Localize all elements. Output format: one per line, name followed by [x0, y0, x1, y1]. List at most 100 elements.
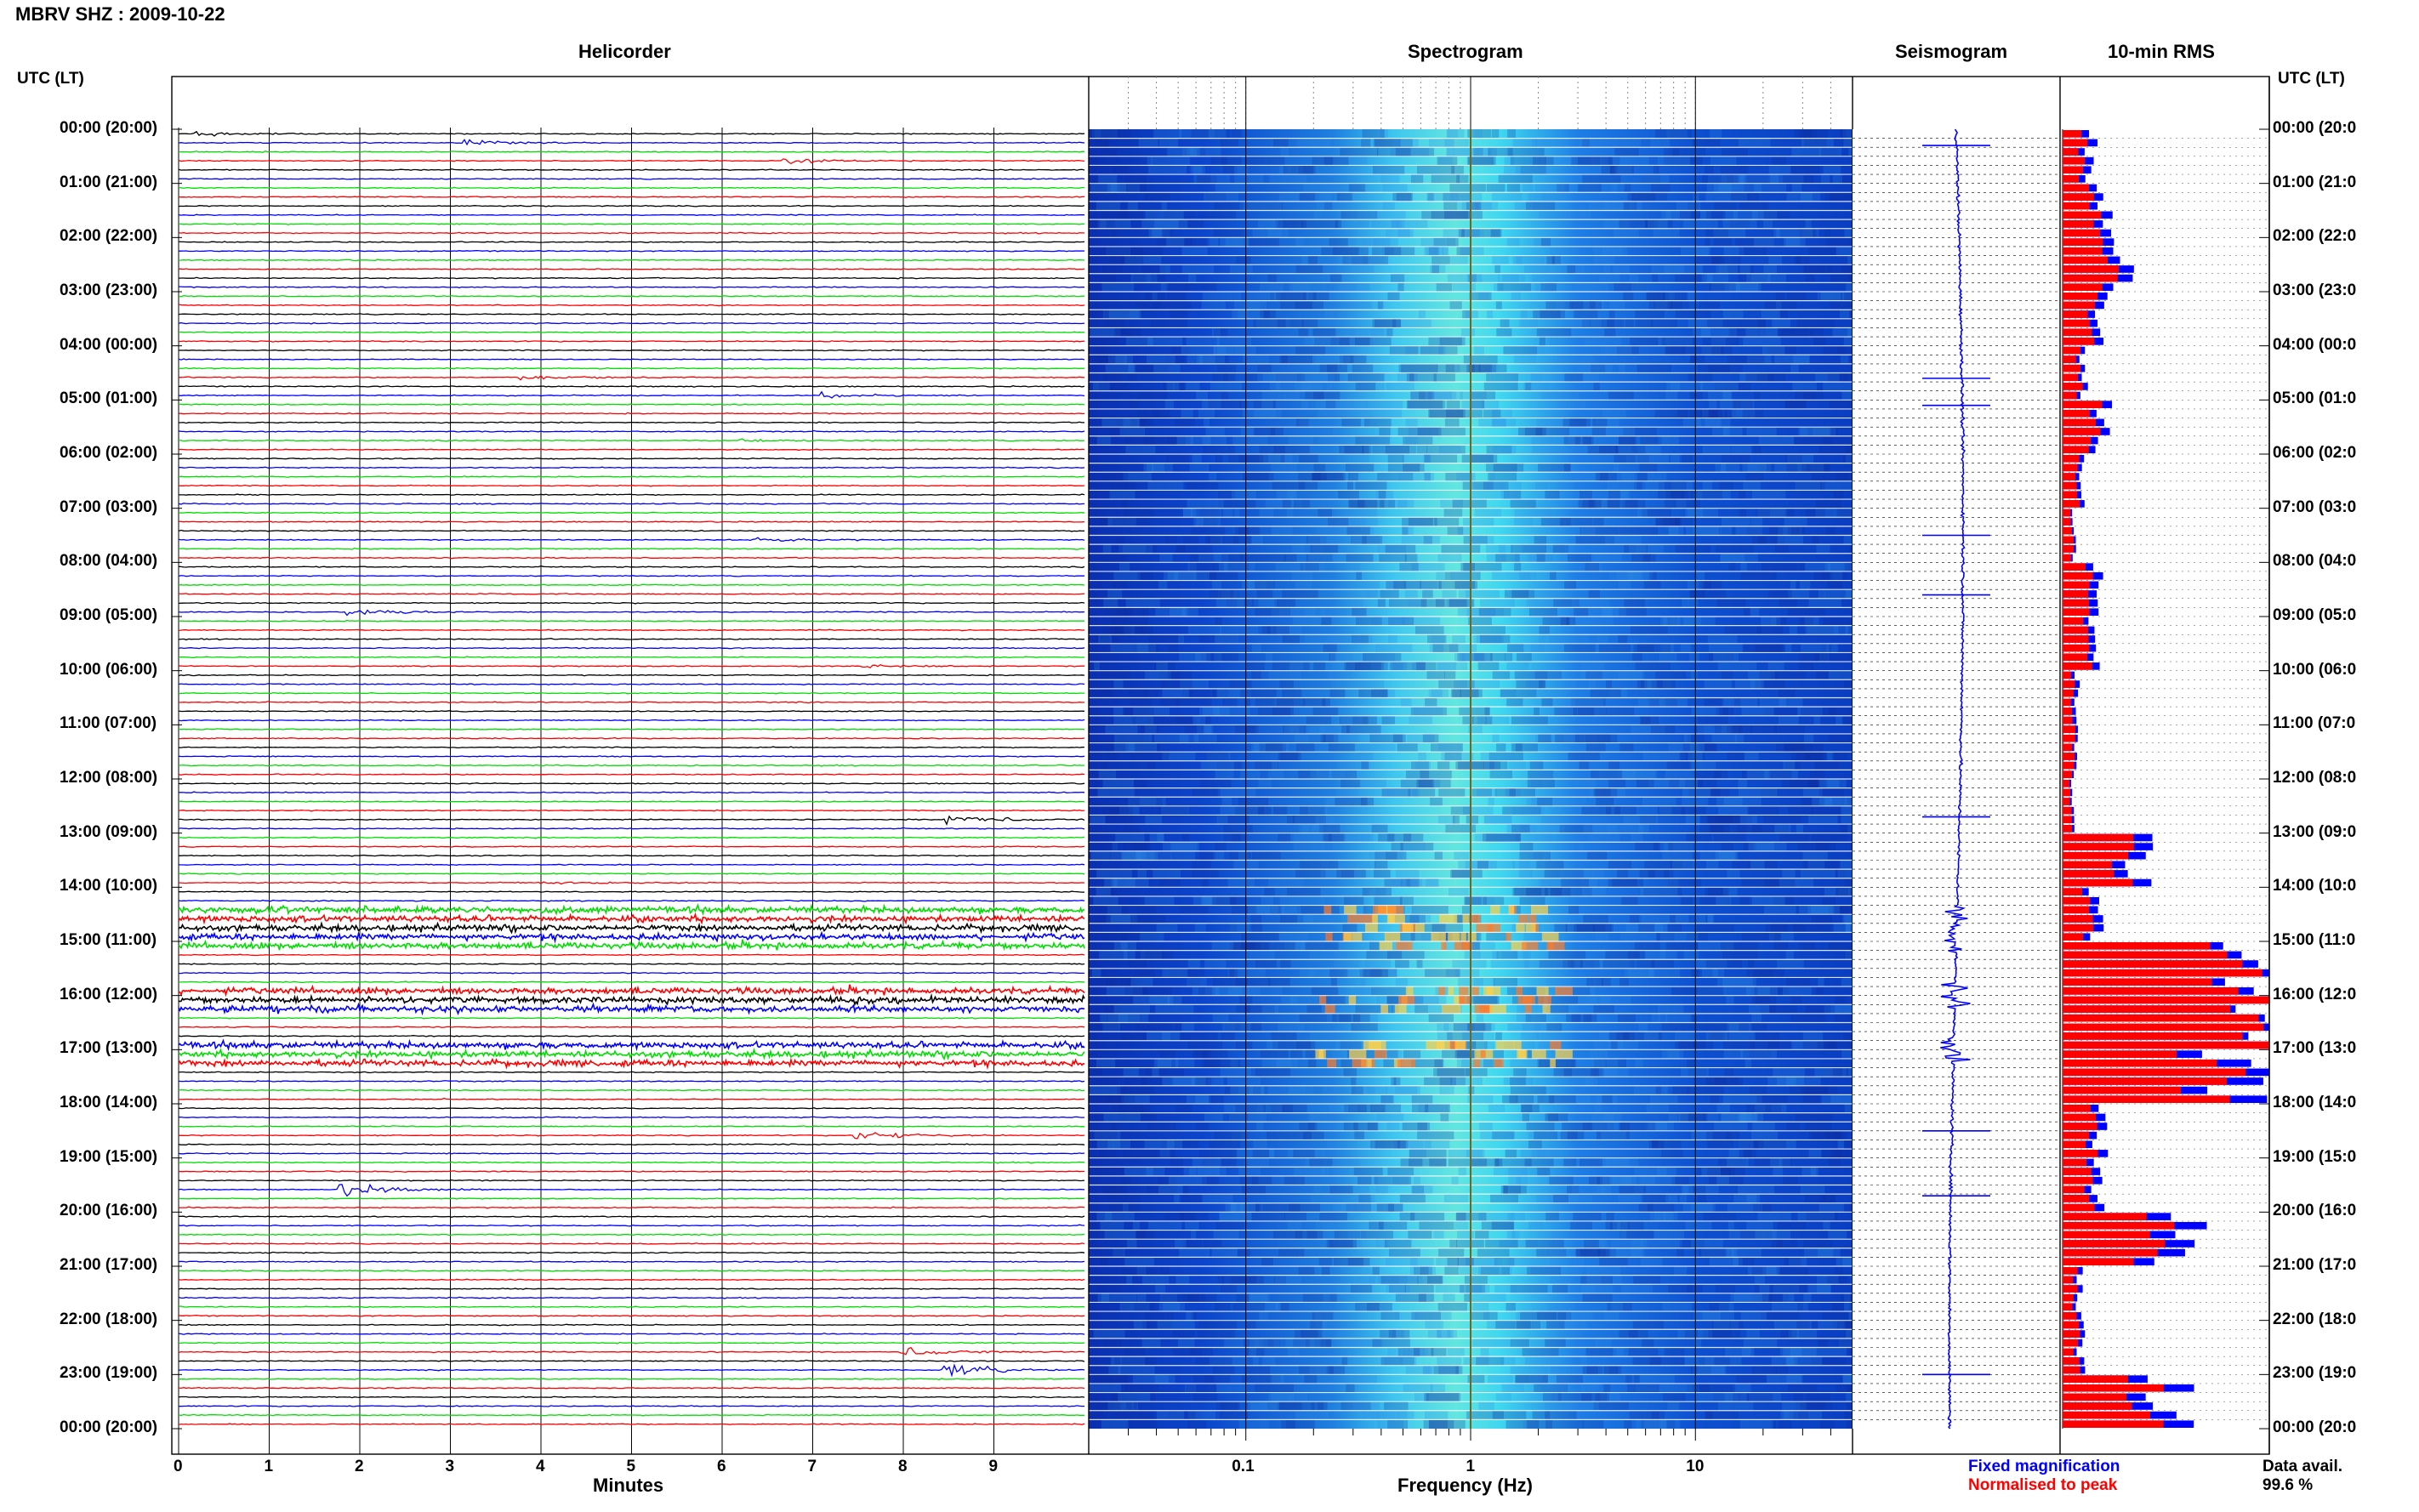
spectrogram-texture: [1332, 1004, 1355, 1014]
spectrogram-texture: [1215, 634, 1238, 644]
spectrogram-texture: [1736, 824, 1762, 833]
spectrogram-texture: [1319, 192, 1332, 202]
spectrogram-texture: [1382, 201, 1395, 211]
spectrogram-texture: [1820, 1419, 1836, 1429]
helicorder-trace: [178, 921, 1085, 935]
spectrogram-texture: [1220, 138, 1238, 148]
spectrogram-texture: [1770, 174, 1804, 184]
spectrogram-texture: [1636, 679, 1676, 689]
spectrogram-texture: [1267, 1338, 1280, 1348]
spectrogram-texture: [1578, 183, 1602, 193]
spectrogram-texture: [1661, 1022, 1683, 1032]
spectrogram-texture: [1289, 1085, 1314, 1095]
spectrogram-texture: [1094, 1077, 1118, 1086]
spectrogram-texture: [1113, 679, 1124, 689]
spectrogram-texture: [1310, 544, 1339, 554]
spectrogram-texture: [1573, 707, 1595, 716]
spectrogram-texture: [1286, 508, 1294, 518]
spectrogram-texture: [1528, 1220, 1544, 1231]
spectrogram-texture: [1201, 1157, 1237, 1168]
spectrogram-texture: [1257, 219, 1278, 229]
spectrogram-texture: [1301, 941, 1325, 951]
spectrogram-texture: [1790, 1347, 1817, 1357]
spectrogram-texture: [1182, 147, 1191, 156]
spectrogram-texture: [1592, 1058, 1606, 1068]
spectrogram-texture: [1423, 1365, 1461, 1375]
spectrogram-texture: [1388, 1329, 1397, 1339]
spectrogram-texture: [1631, 833, 1643, 843]
spectrogram-texture: [1727, 318, 1767, 328]
spectrogram-texture: [1551, 1365, 1583, 1375]
spectrogram-texture: [1122, 1202, 1129, 1213]
rms-bar-normalised: [2063, 743, 2073, 752]
spectrogram-texture: [1157, 1320, 1195, 1330]
spectrogram-texture: [1569, 1077, 1594, 1086]
spectrogram-texture: [1166, 454, 1190, 463]
spectrogram-texture: [1355, 480, 1387, 491]
spectrogram-texture: [1096, 1401, 1121, 1411]
spectrogram-hot: [1398, 995, 1415, 1005]
spectrogram-texture: [1817, 1040, 1836, 1050]
spectrogram-texture: [1325, 932, 1353, 941]
spectrogram-texture: [1377, 1275, 1408, 1285]
spectrogram-texture: [1443, 508, 1463, 518]
spectrogram-texture: [1264, 887, 1275, 896]
spectrogram-texture: [1722, 219, 1757, 229]
spectrogram-texture: [1471, 1311, 1498, 1321]
spectrogram-texture: [1356, 571, 1363, 581]
spectrogram-texture: [1409, 372, 1437, 383]
spectrogram-texture: [1613, 228, 1639, 238]
spectrogram-texture: [1212, 1013, 1229, 1023]
spectrogram-texture: [1563, 435, 1591, 446]
spectrogram-texture: [1096, 887, 1112, 896]
spectrogram-texture: [1671, 986, 1696, 996]
spectrogram-texture: [1283, 725, 1300, 734]
spectrogram-texture: [1467, 1094, 1494, 1104]
helicorder-trace: [178, 1269, 1085, 1272]
spectrogram-texture: [1411, 1311, 1441, 1321]
spectrogram-texture: [1283, 725, 1306, 734]
spectrogram-texture: [1605, 535, 1642, 545]
helicorder-trace: [178, 764, 1085, 767]
spectrogram-texture: [1742, 770, 1770, 779]
spectrogram-texture: [1776, 1239, 1783, 1248]
spectrogram-texture: [1340, 1040, 1362, 1050]
spectrogram-texture: [1102, 625, 1119, 635]
spectrogram-texture: [1346, 517, 1379, 526]
spectrogram-texture: [1307, 255, 1318, 265]
spectrogram-texture: [1329, 237, 1348, 247]
spectrogram-texture: [1550, 571, 1557, 581]
spectrogram-texture: [1698, 363, 1730, 373]
spectrogram-texture: [1708, 914, 1715, 924]
spectrogram-texture: [1159, 697, 1180, 708]
spectrogram-texture: [1275, 382, 1312, 391]
spectrogram-texture: [1747, 805, 1779, 816]
spectrogram-texture: [1442, 246, 1449, 256]
spectrogram-texture: [1339, 1013, 1352, 1023]
right-time-label: 00:00 (20:0: [2273, 1418, 2357, 1436]
spectrogram-texture: [1179, 905, 1209, 915]
spectrogram-texture: [1486, 833, 1522, 843]
spectrogram-texture: [1231, 1202, 1246, 1213]
spectrogram-texture: [1826, 264, 1856, 274]
spectrogram-texture: [1419, 390, 1435, 401]
spectrogram-texture: [1113, 327, 1131, 338]
spectrogram-texture: [1532, 345, 1545, 355]
spectrogram-texture: [1234, 805, 1272, 816]
spectrogram-texture: [1312, 472, 1344, 481]
spectrogram-texture: [1206, 752, 1231, 761]
spectrogram-texture: [1428, 1419, 1466, 1429]
spectrogram-texture: [1260, 282, 1283, 292]
spectrogram-texture: [1295, 869, 1326, 878]
spectrogram-texture: [1738, 138, 1771, 148]
spectrogram-texture: [1824, 228, 1831, 238]
spectrogram-texture: [1844, 914, 1855, 924]
left-time-label: 03:00 (23:00): [60, 281, 158, 299]
spectrogram-texture: [1400, 842, 1434, 851]
spectrogram-texture: [1682, 1239, 1705, 1248]
spectrogram-texture: [1801, 797, 1824, 806]
spectrogram-texture: [1403, 1383, 1433, 1393]
spectrogram-texture: [1486, 463, 1517, 473]
spectrogram-texture: [1320, 869, 1352, 878]
spectrogram-texture: [1783, 526, 1802, 536]
